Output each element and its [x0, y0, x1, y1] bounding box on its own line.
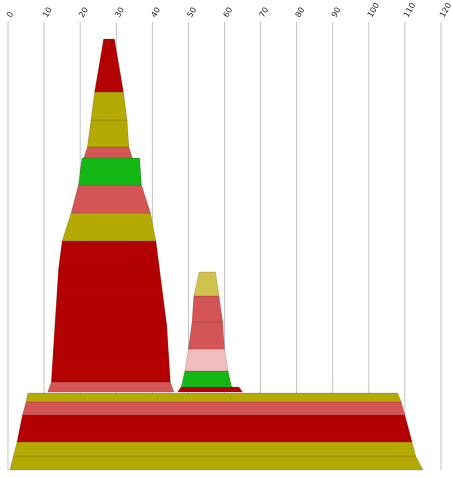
stack-1: [9, 392, 424, 471]
stack-2-layer-5: [56, 268, 164, 298]
stack-2-layer-12: [90, 91, 128, 121]
stack-2-layer-13: [94, 38, 124, 93]
x-axis-tick-labels: 0 10 20 30 40 50 60 70 80 90 100 110 120: [5, 1, 452, 19]
stack-2-layer-7: [61, 212, 157, 242]
stack-1-layer-2: [13, 441, 416, 457]
stack-2-layer-6: [58, 240, 160, 270]
stack-3: [177, 271, 243, 393]
stack-3-layer-4: [188, 321, 225, 350]
x-tick-label: 60: [221, 6, 234, 19]
x-tick-label: 90: [330, 6, 343, 19]
stack-3-layer-6: [193, 271, 220, 297]
x-tick-label: 50: [185, 6, 198, 19]
stack-1-layer-4: [22, 401, 406, 416]
x-tick-label: 0: [5, 10, 15, 19]
stack-2-layer-8: [70, 184, 151, 214]
x-tick-label: 30: [113, 6, 126, 19]
x-tick-label: 10: [41, 6, 54, 19]
stack-2-layer-2: [51, 352, 171, 383]
stack-1-layer-5: [25, 392, 402, 403]
stacks: [9, 38, 424, 471]
stack-2: [47, 38, 175, 393]
x-tick-label: 70: [257, 6, 270, 19]
stack-3-layer-3: [184, 348, 229, 372]
stack-2-layer-10: [83, 146, 133, 159]
x-tick-label: 80: [294, 6, 307, 19]
stack-3-layer-2: [180, 370, 232, 388]
stack-2-layer-4: [54, 296, 167, 326]
x-tick-label: 40: [149, 6, 162, 19]
stack-3-layer-1: [177, 386, 243, 393]
x-tick-label: 20: [77, 6, 90, 19]
stack-2-layer-1: [47, 381, 175, 393]
stack-3-layer-5: [191, 295, 223, 323]
x-tick-label: 120: [438, 1, 452, 19]
stack-2-layer-3: [52, 324, 169, 354]
stack-1-layer-1: [9, 455, 424, 471]
x-tick-label: 110: [402, 1, 417, 19]
stack-2-layer-9: [78, 157, 142, 186]
stack-2-layer-11: [87, 119, 130, 148]
x-tick-label: 100: [366, 1, 381, 19]
stack-1-layer-3: [16, 414, 413, 443]
